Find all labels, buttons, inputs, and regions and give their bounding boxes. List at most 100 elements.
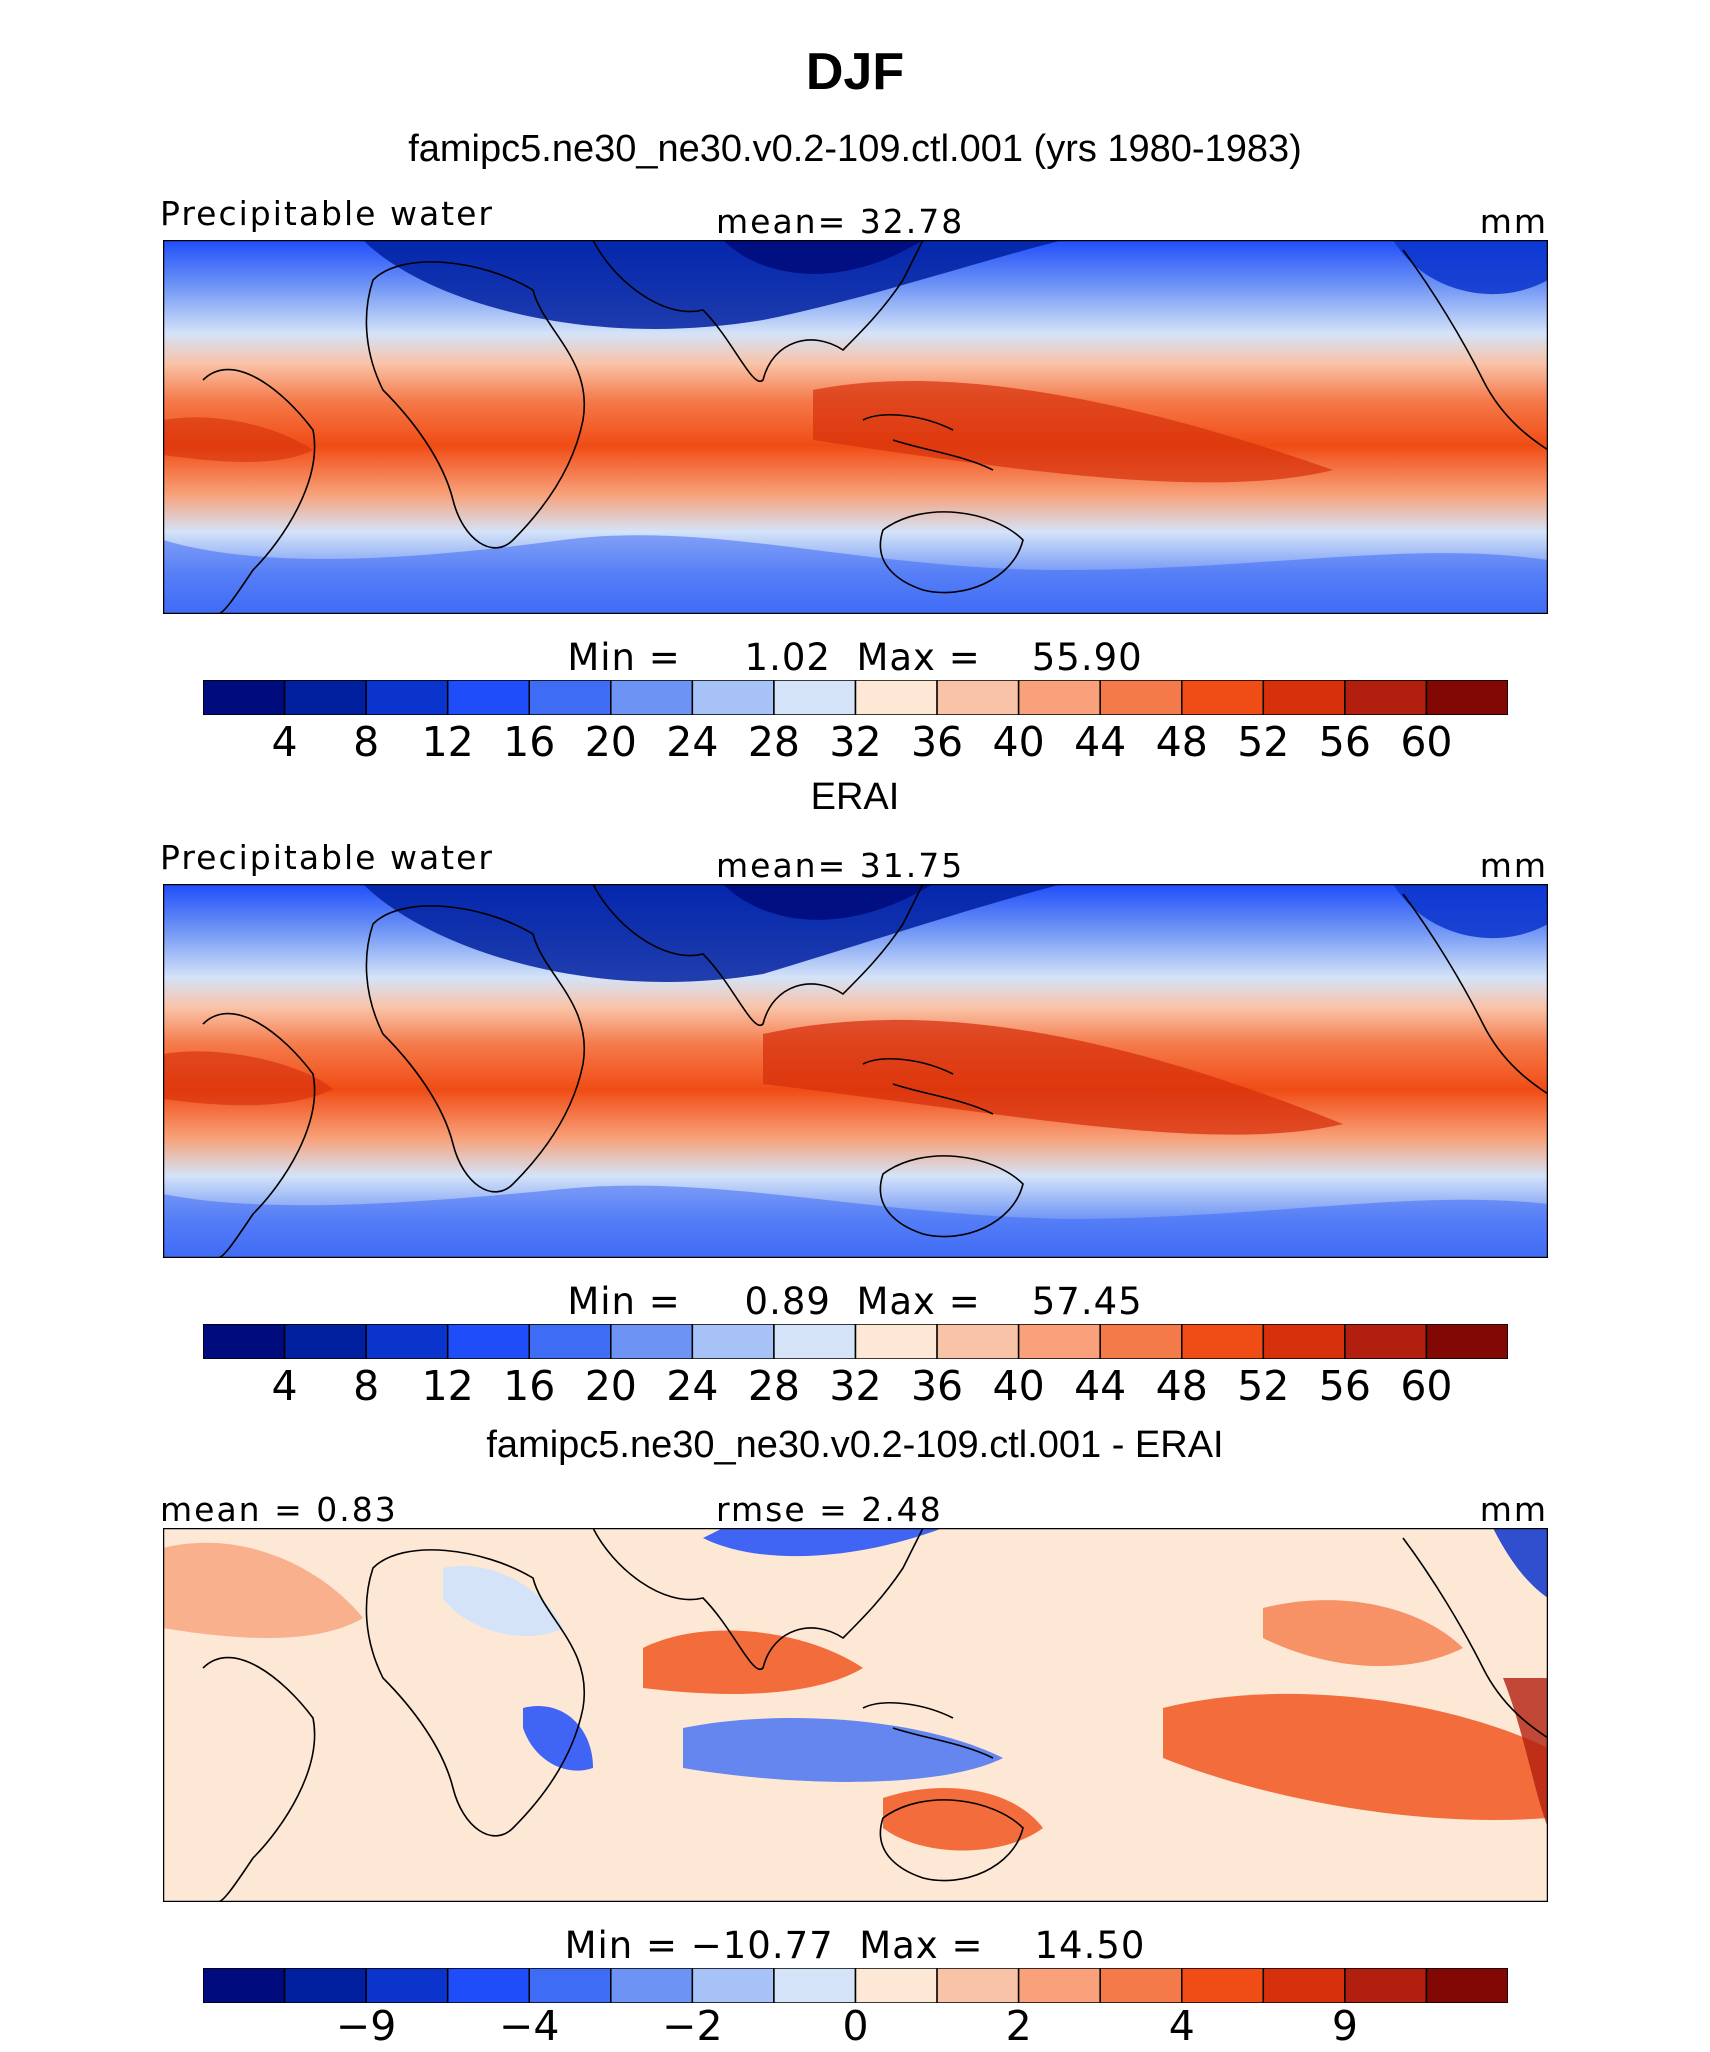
panel-obs-tick-label: 32 bbox=[829, 1362, 882, 1410]
panel-obs-mean-label: mean= 31.75 bbox=[716, 846, 965, 885]
panel-model-colorbar-swatch-5 bbox=[610, 680, 694, 715]
panel-model-tick-label: 44 bbox=[1074, 718, 1127, 766]
panel-obs-colorbar-swatch-14 bbox=[1344, 1324, 1428, 1359]
panel-obs-colorbar-swatch-12 bbox=[1181, 1324, 1265, 1359]
panel-obs-colorbar-swatch-7 bbox=[773, 1324, 857, 1359]
panel-obs-tick-label: 48 bbox=[1155, 1362, 1208, 1410]
panel-diff-tick-label: −9 bbox=[335, 2002, 397, 2050]
panel-model-tick-label: 28 bbox=[747, 718, 801, 766]
panel-model-colorbar-swatch-9 bbox=[936, 680, 1020, 715]
panel-diff-colorbar-swatch-4 bbox=[528, 1968, 612, 2003]
panel-model-tick-label: 60 bbox=[1400, 718, 1453, 766]
panel-obs-colorbar-swatch-6 bbox=[691, 1324, 775, 1359]
panel-model-tick-label: 40 bbox=[992, 718, 1045, 766]
panel-obs-colorbar-swatch-10 bbox=[1017, 1324, 1101, 1359]
panel-diff-colorbar-swatch-12 bbox=[1181, 1968, 1265, 2003]
panel-diff-colorbar-swatch-9 bbox=[936, 1968, 1020, 2003]
panel-model-tick-label: 20 bbox=[584, 718, 637, 766]
panel-obs-tick-label: 24 bbox=[666, 1362, 719, 1410]
panel-model-colorbar-swatch-4 bbox=[528, 680, 612, 715]
panel-diff-colorbar-swatch-10 bbox=[1017, 1968, 1101, 2003]
panel-diff-tick-label: −2 bbox=[662, 2002, 723, 2050]
panel-obs-colorbar-swatch-1 bbox=[283, 1324, 367, 1359]
panel-model-tick-label: 56 bbox=[1318, 718, 1371, 766]
panel-obs-tick-label: 4 bbox=[271, 1362, 298, 1410]
panel-obs-variable-label: Precipitable water bbox=[160, 838, 494, 877]
panel-obs-colorbar-swatch-5 bbox=[610, 1324, 694, 1359]
panel-model-colorbar-swatch-0 bbox=[203, 680, 286, 715]
panel-obs-tick-label: 52 bbox=[1237, 1362, 1290, 1410]
panel-model-map bbox=[163, 240, 1548, 614]
panel-obs-tick-label: 12 bbox=[421, 1362, 474, 1410]
panel-obs-tick-label: 60 bbox=[1400, 1362, 1453, 1410]
panel-obs-colorbar-swatch-4 bbox=[528, 1324, 612, 1359]
panel-obs-tick-label: 28 bbox=[747, 1362, 801, 1410]
panel-obs-map bbox=[163, 884, 1548, 1258]
panel-model-mean-label: mean= 32.78 bbox=[716, 202, 965, 241]
panel-obs-tick-label: 40 bbox=[992, 1362, 1045, 1410]
panel-diff-colorbar-swatch-2 bbox=[365, 1968, 449, 2003]
panel-obs-colorbar-swatch-11 bbox=[1099, 1324, 1183, 1359]
panel-diff-colorbar-swatch-1 bbox=[283, 1968, 367, 2003]
panel-obs-colorbar-ticks: 4 8 12 16 20 24 28 32 36 40 44 48 52 56 60 bbox=[203, 1362, 1508, 1412]
panel-diff-tick-label: 0 bbox=[842, 2002, 869, 2050]
panel-obs-colorbar-swatch-13 bbox=[1262, 1324, 1346, 1359]
panel-obs-colorbar-swatch-9 bbox=[936, 1324, 1020, 1359]
panel-model-colorbar-swatch-14 bbox=[1344, 680, 1428, 715]
panel-model-variable-label: Precipitable water bbox=[160, 194, 494, 233]
panel-model-colorbar bbox=[203, 680, 1508, 715]
panel-obs-colorbar-swatch-8 bbox=[854, 1324, 938, 1359]
panel-model-colorbar-swatch-11 bbox=[1099, 680, 1183, 715]
panel-model-tick-label: 48 bbox=[1155, 718, 1208, 766]
panel-model-colorbar-swatch-3 bbox=[446, 680, 530, 715]
panel-model-colorbar-swatch-8 bbox=[854, 680, 938, 715]
panel-diff-colorbar-ticks: −9 −4 −2 0 2 4 9 bbox=[203, 2002, 1508, 2052]
panel-diff-colorbar-swatch-13 bbox=[1262, 1968, 1346, 2003]
panel-obs-tick-label: 56 bbox=[1318, 1362, 1371, 1410]
panel-obs-tick-label: 36 bbox=[910, 1362, 964, 1410]
panel-model-minmax: Min = 1.02 Max = 55.90 bbox=[567, 636, 1143, 679]
panel-diff-colorbar-swatch-0 bbox=[203, 1968, 286, 2003]
panel-model-tick-label: 52 bbox=[1237, 718, 1290, 766]
panel-model-colorbar-swatch-6 bbox=[691, 680, 775, 715]
panel-model-tick-label: 36 bbox=[910, 718, 964, 766]
panel-model-unit-label: mm bbox=[1479, 202, 1548, 241]
panel-obs-tick-label: 44 bbox=[1074, 1362, 1127, 1410]
panel-diff-minmax: Min = −10.77 Max = 14.50 bbox=[564, 1924, 1146, 1967]
panel-diff-tick-label: 9 bbox=[1331, 2002, 1358, 2050]
panel-diff-colorbar-swatch-6 bbox=[691, 1968, 775, 2003]
panel-obs-tick-label: 8 bbox=[353, 1362, 380, 1410]
panel-diff-colorbar-swatch-15 bbox=[1425, 1968, 1508, 2003]
panel-model-tick-label: 12 bbox=[421, 718, 474, 766]
panel-diff-heading: famipc5.ne30_ne30.v0.2-109.ctl.001 - ERA… bbox=[486, 1424, 1224, 1466]
panel-diff-map bbox=[163, 1528, 1548, 1902]
panel-model-colorbar-swatch-12 bbox=[1181, 680, 1265, 715]
panel-diff-tick-label: −4 bbox=[499, 2002, 560, 2050]
panel-obs-unit-label: mm bbox=[1479, 846, 1548, 885]
panel-diff-colorbar-swatch-5 bbox=[610, 1968, 694, 2003]
panel-diff-mean-label: mean = 0.83 bbox=[160, 1490, 398, 1529]
panel-obs-colorbar-swatch-15 bbox=[1425, 1324, 1508, 1359]
panel-model-tick-label: 24 bbox=[666, 718, 719, 766]
panel-model-tick-label: 4 bbox=[271, 718, 298, 766]
panel-diff-colorbar-swatch-14 bbox=[1344, 1968, 1428, 2003]
panel-model-tick-label: 32 bbox=[829, 718, 882, 766]
panel-diff-colorbar-swatch-8 bbox=[854, 1968, 938, 2003]
figure-title: DJF bbox=[805, 43, 905, 101]
panel-diff-colorbar bbox=[203, 1968, 1508, 2003]
panel-model-tick-label: 16 bbox=[503, 718, 556, 766]
panel-obs-colorbar-swatch-3 bbox=[446, 1324, 530, 1359]
panel-diff-unit-label: mm bbox=[1479, 1490, 1548, 1529]
panel-obs-tick-label: 20 bbox=[584, 1362, 637, 1410]
panel-diff-tick-label: 4 bbox=[1168, 2002, 1195, 2050]
panel-obs-tick-label: 16 bbox=[503, 1362, 556, 1410]
panel-obs-colorbar bbox=[203, 1324, 1508, 1359]
panel-obs-minmax: Min = 0.89 Max = 57.45 bbox=[567, 1280, 1143, 1323]
panel-diff-colorbar-swatch-3 bbox=[446, 1968, 530, 2003]
panel-model-colorbar-swatch-2 bbox=[365, 680, 449, 715]
panel-model-tick-label: 8 bbox=[353, 718, 380, 766]
panel-model-colorbar-swatch-1 bbox=[283, 680, 367, 715]
panel-diff-colorbar-swatch-11 bbox=[1099, 1968, 1183, 2003]
panel-diff-colorbar-swatch-7 bbox=[773, 1968, 857, 2003]
panel-model-colorbar-swatch-13 bbox=[1262, 680, 1346, 715]
